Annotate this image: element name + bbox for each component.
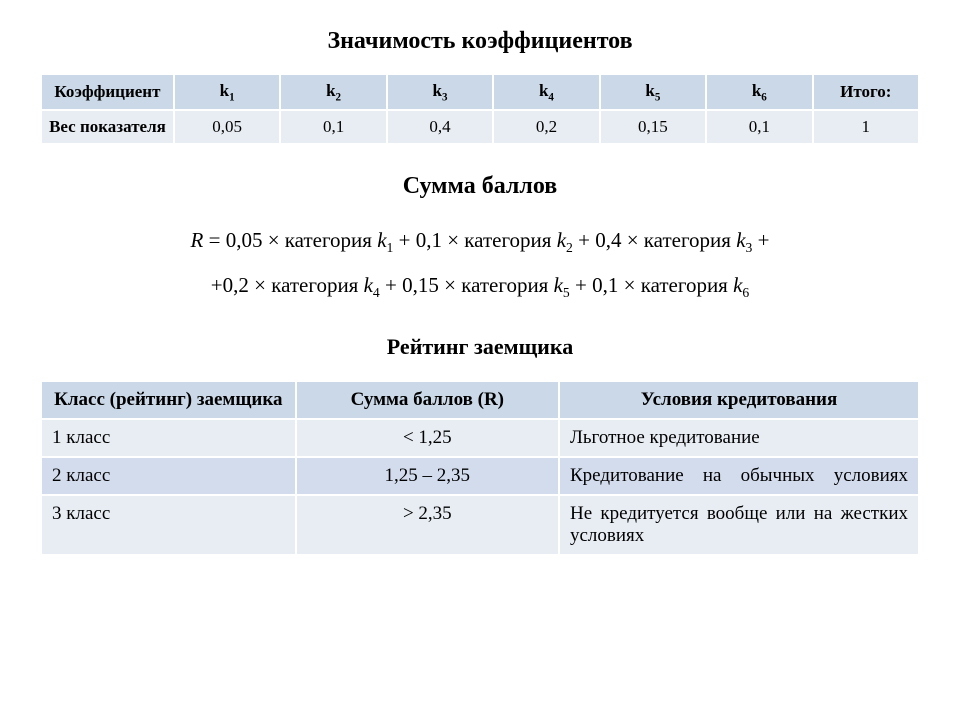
t1-rowlabel: Вес показателя [41, 110, 174, 144]
t2-r3-score: > 2,35 [296, 495, 559, 555]
t1-hdr-k3: k3 [387, 74, 493, 110]
rating-table: Класс (рейтинг) заемщика Сумма баллов (R… [40, 380, 920, 556]
t1-val-total: 1 [813, 110, 919, 144]
t1-val-k6: 0,1 [706, 110, 812, 144]
heading-sum: Сумма баллов [40, 173, 920, 200]
table-row: 2 класс 1,25 – 2,35 Кредитование на обыч… [41, 457, 919, 495]
table-row: 3 класс > 2,35 Не кредитуется вообще или… [41, 495, 919, 555]
t2-r1-cond: Льготное кредитование [559, 419, 919, 457]
t2-hdr-score: Сумма баллов (R) [296, 381, 559, 419]
t1-hdr-k5: k5 [600, 74, 706, 110]
t2-r1-class: 1 класс [41, 419, 296, 457]
t2-r2-score: 1,25 – 2,35 [296, 457, 559, 495]
t2-r2-class: 2 класс [41, 457, 296, 495]
t1-hdr-label: Коэффициент [41, 74, 174, 110]
t1-val-k2: 0,1 [280, 110, 386, 144]
heading-rating: Рейтинг заемщика [40, 334, 920, 360]
t2-r3-class: 3 класс [41, 495, 296, 555]
t1-val-k3: 0,4 [387, 110, 493, 144]
t1-hdr-k1: k1 [174, 74, 280, 110]
heading-significance: Значимость коэффициентов [40, 28, 920, 55]
formula-r: R = 0,05 × категория k1 + 0,1 × категори… [50, 218, 910, 308]
t1-val-k1: 0,05 [174, 110, 280, 144]
t2-r1-score: < 1,25 [296, 419, 559, 457]
t1-val-k5: 0,15 [600, 110, 706, 144]
t1-hdr-k4: k4 [493, 74, 599, 110]
t2-hdr-cond: Условия кредитования [559, 381, 919, 419]
t1-val-k4: 0,2 [493, 110, 599, 144]
t1-hdr-k6: k6 [706, 74, 812, 110]
t1-hdr-total: Итого: [813, 74, 919, 110]
coefficients-table: Коэффициент k1 k2 k3 k4 k5 k6 Итого: Вес… [40, 73, 920, 145]
t2-hdr-class: Класс (рейтинг) заемщика [41, 381, 296, 419]
t1-hdr-k2: k2 [280, 74, 386, 110]
table-row: 1 класс < 1,25 Льготное кредитование [41, 419, 919, 457]
t2-r3-cond: Не кредитуется вообще или на жестких усл… [559, 495, 919, 555]
slide: Значимость коэффициентов Коэффициент k1 … [0, 0, 960, 720]
t2-r2-cond: Кредитование на обычных условиях [559, 457, 919, 495]
